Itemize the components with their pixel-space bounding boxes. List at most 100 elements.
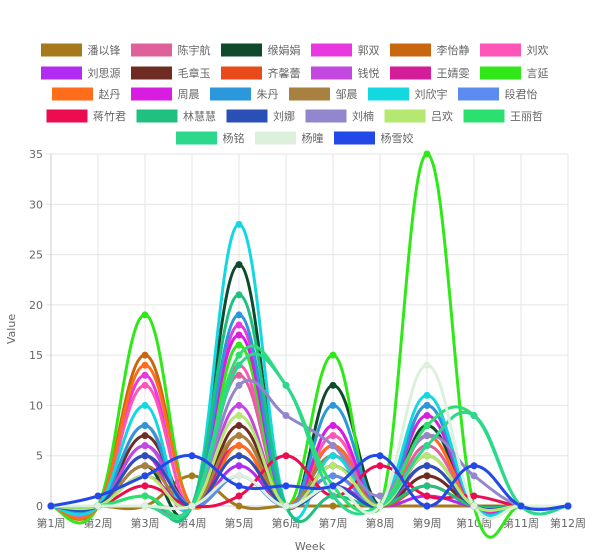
- data-point[interactable]: [423, 150, 431, 158]
- data-point[interactable]: [141, 492, 149, 500]
- data-point[interactable]: [94, 502, 102, 510]
- data-point[interactable]: [141, 401, 149, 409]
- data-point[interactable]: [141, 452, 149, 460]
- data-point[interactable]: [141, 502, 149, 510]
- data-point[interactable]: [329, 492, 337, 500]
- data-point[interactable]: [188, 472, 196, 480]
- data-point[interactable]: [470, 502, 478, 510]
- data-point[interactable]: [517, 502, 525, 510]
- data-point[interactable]: [141, 482, 149, 490]
- data-point[interactable]: [282, 452, 290, 460]
- data-point[interactable]: [329, 462, 337, 470]
- legend-item[interactable]: 言延: [480, 66, 549, 80]
- data-point[interactable]: [141, 381, 149, 389]
- legend-item[interactable]: 刘娜: [226, 109, 295, 123]
- legend-item[interactable]: 王丽哲: [463, 109, 543, 123]
- legend-item[interactable]: 刘思源: [41, 66, 121, 80]
- legend-item[interactable]: 吕欢: [384, 109, 453, 123]
- data-point[interactable]: [141, 361, 149, 369]
- data-point[interactable]: [329, 401, 337, 409]
- data-point[interactable]: [329, 381, 337, 389]
- legend-item[interactable]: 潘以锋: [41, 43, 121, 57]
- data-point[interactable]: [376, 502, 384, 510]
- legend-item[interactable]: 刘欣宇: [368, 87, 448, 101]
- data-point[interactable]: [423, 502, 431, 510]
- data-point[interactable]: [282, 381, 290, 389]
- legend-item[interactable]: 陈宇航: [131, 43, 211, 57]
- legend-item[interactable]: 段君怡: [458, 87, 538, 101]
- legend-item[interactable]: 林慧慧: [136, 109, 216, 123]
- data-point[interactable]: [282, 482, 290, 490]
- data-point[interactable]: [329, 472, 337, 480]
- data-point[interactable]: [329, 502, 337, 510]
- data-point[interactable]: [235, 321, 243, 329]
- data-point[interactable]: [423, 462, 431, 470]
- data-point[interactable]: [564, 502, 572, 510]
- data-point[interactable]: [376, 492, 384, 500]
- data-point[interactable]: [376, 462, 384, 470]
- legend-item[interactable]: 杨铭: [176, 131, 245, 145]
- legend-item[interactable]: 杨雪姣: [334, 131, 414, 145]
- data-point[interactable]: [141, 311, 149, 319]
- data-point[interactable]: [235, 381, 243, 389]
- data-point[interactable]: [235, 492, 243, 500]
- legend-item[interactable]: 周晨: [131, 87, 200, 101]
- data-point[interactable]: [235, 401, 243, 409]
- legend-item[interactable]: 钱悦: [311, 66, 380, 80]
- data-point[interactable]: [423, 422, 431, 430]
- data-point[interactable]: [235, 341, 243, 349]
- data-point[interactable]: [423, 492, 431, 500]
- data-point[interactable]: [282, 502, 290, 510]
- data-point[interactable]: [235, 220, 243, 228]
- data-point[interactable]: [141, 351, 149, 359]
- data-point[interactable]: [235, 422, 243, 430]
- data-point[interactable]: [329, 351, 337, 359]
- data-point[interactable]: [235, 331, 243, 339]
- data-point[interactable]: [141, 422, 149, 430]
- legend-item[interactable]: 王婧雯: [390, 66, 470, 80]
- data-point[interactable]: [470, 472, 478, 480]
- data-point[interactable]: [235, 291, 243, 299]
- data-point[interactable]: [470, 462, 478, 470]
- data-point[interactable]: [376, 452, 384, 460]
- data-point[interactable]: [235, 472, 243, 480]
- data-point[interactable]: [423, 472, 431, 480]
- data-point[interactable]: [47, 502, 55, 510]
- data-point[interactable]: [235, 411, 243, 419]
- data-point[interactable]: [235, 482, 243, 490]
- data-point[interactable]: [94, 492, 102, 500]
- legend-item[interactable]: 刘楠: [305, 109, 374, 123]
- data-point[interactable]: [423, 482, 431, 490]
- data-point[interactable]: [141, 462, 149, 470]
- legend-item[interactable]: 朱丹: [210, 87, 279, 101]
- data-point[interactable]: [423, 452, 431, 460]
- legend-item[interactable]: 毛章玉: [131, 66, 211, 80]
- data-point[interactable]: [329, 482, 337, 490]
- legend-item[interactable]: 杨曈: [255, 131, 324, 145]
- legend-item[interactable]: 李怡静: [390, 43, 470, 57]
- data-point[interactable]: [235, 452, 243, 460]
- legend-item[interactable]: 蒋竹君: [46, 109, 126, 123]
- data-point[interactable]: [141, 371, 149, 379]
- legend-item[interactable]: 缑娟娟: [221, 43, 301, 57]
- data-point[interactable]: [423, 361, 431, 369]
- data-point[interactable]: [235, 361, 243, 369]
- data-point[interactable]: [235, 311, 243, 319]
- data-point[interactable]: [423, 442, 431, 450]
- data-point[interactable]: [470, 492, 478, 500]
- data-point[interactable]: [235, 351, 243, 359]
- data-point[interactable]: [188, 502, 196, 510]
- data-point[interactable]: [329, 422, 337, 430]
- data-point[interactable]: [235, 261, 243, 269]
- data-point[interactable]: [141, 472, 149, 480]
- legend-item[interactable]: 赵丹: [52, 87, 121, 101]
- legend-item[interactable]: 郭双: [311, 43, 380, 57]
- data-point[interactable]: [235, 462, 243, 470]
- data-point[interactable]: [235, 432, 243, 440]
- data-point[interactable]: [423, 401, 431, 409]
- data-point[interactable]: [423, 432, 431, 440]
- data-point[interactable]: [235, 442, 243, 450]
- data-point[interactable]: [282, 411, 290, 419]
- data-point[interactable]: [235, 502, 243, 510]
- data-point[interactable]: [329, 432, 337, 440]
